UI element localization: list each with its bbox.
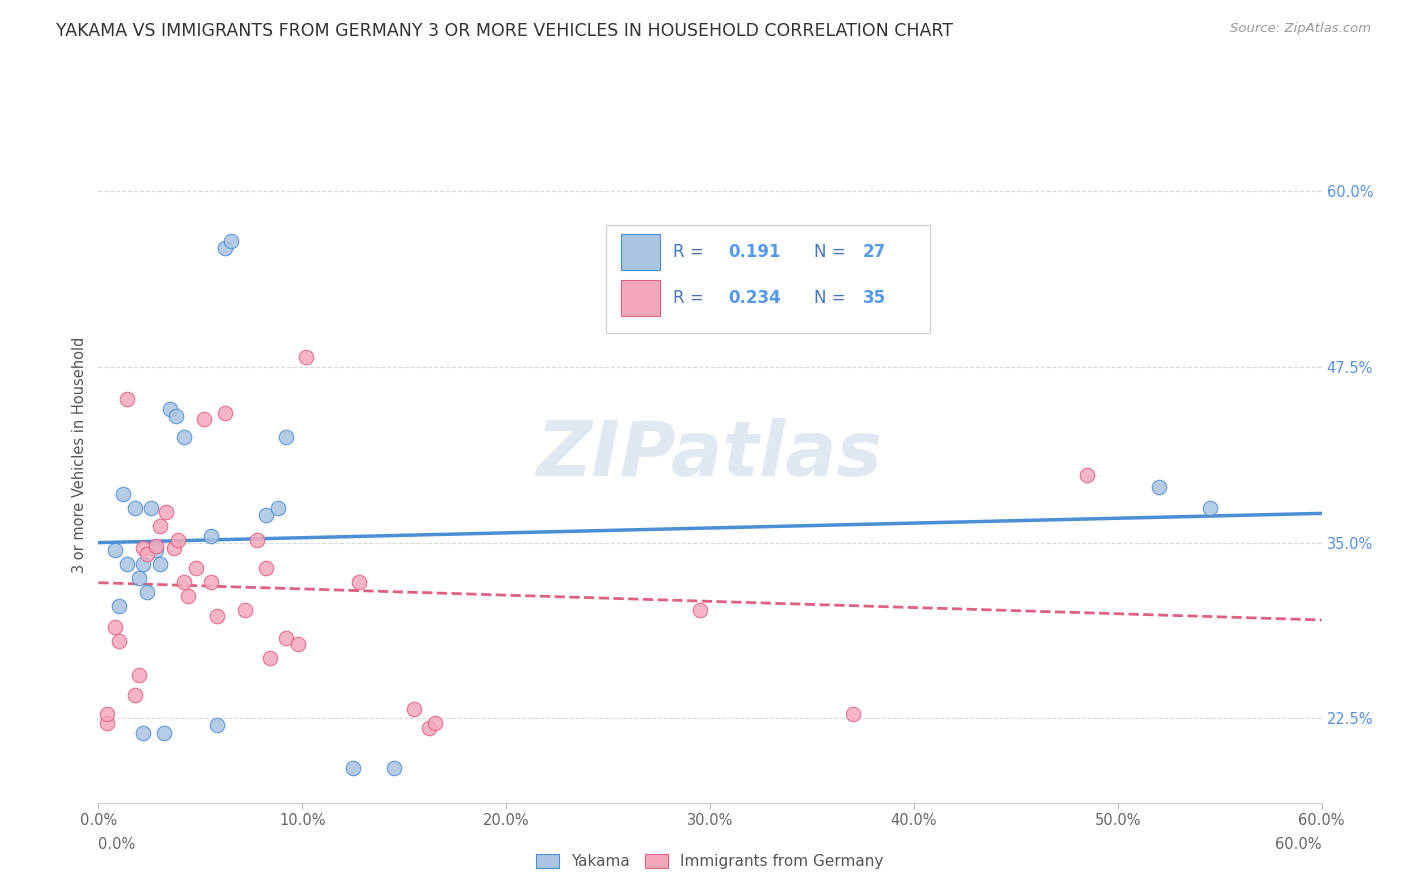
Point: [1198, 500, 1220, 515]
Point: [149, 519, 172, 533]
Text: 0.191: 0.191: [728, 243, 780, 260]
Point: [267, 500, 290, 515]
Point: [254, 508, 277, 522]
Text: 0.234: 0.234: [728, 289, 782, 308]
Point: [205, 608, 228, 623]
Point: [163, 541, 186, 556]
Point: [214, 407, 236, 421]
Point: [404, 701, 426, 715]
Point: [132, 557, 155, 571]
FancyBboxPatch shape: [620, 280, 659, 317]
Text: N =: N =: [814, 243, 845, 260]
Point: [254, 561, 277, 575]
Point: [128, 668, 150, 682]
Point: [423, 715, 446, 730]
Point: [689, 603, 711, 617]
Point: [124, 500, 146, 515]
Point: [96, 707, 118, 722]
Point: [173, 430, 195, 444]
Point: [136, 547, 159, 561]
FancyBboxPatch shape: [620, 234, 659, 270]
Text: 27: 27: [863, 243, 886, 260]
Point: [96, 715, 118, 730]
Point: [841, 707, 863, 722]
Point: [233, 603, 256, 617]
Point: [205, 718, 228, 732]
FancyBboxPatch shape: [606, 226, 931, 334]
Point: [111, 486, 134, 500]
Y-axis label: 3 or more Vehicles in Household: 3 or more Vehicles in Household: [72, 337, 87, 573]
Point: [104, 620, 127, 634]
Point: [115, 392, 138, 407]
Point: [214, 241, 236, 255]
Point: [219, 234, 242, 248]
Text: N =: N =: [814, 289, 845, 308]
Legend: Yakama, Immigrants from Germany: Yakama, Immigrants from Germany: [530, 847, 890, 875]
Text: 35: 35: [863, 289, 886, 308]
Point: [193, 412, 215, 426]
Text: YAKAMA VS IMMIGRANTS FROM GERMANY 3 OR MORE VEHICLES IN HOUSEHOLD CORRELATION CH: YAKAMA VS IMMIGRANTS FROM GERMANY 3 OR M…: [56, 22, 953, 40]
Point: [136, 585, 159, 599]
Point: [200, 529, 222, 543]
Point: [145, 542, 167, 557]
Text: ZIPatlas: ZIPatlas: [537, 418, 883, 491]
Point: [1147, 479, 1170, 493]
Point: [108, 634, 131, 648]
Point: [274, 430, 297, 444]
Point: [141, 500, 163, 515]
Point: [167, 533, 190, 547]
Point: [173, 575, 195, 590]
Point: [145, 539, 167, 553]
Point: [295, 350, 318, 364]
Point: [115, 557, 138, 571]
Point: [104, 542, 127, 557]
Text: 0.0%: 0.0%: [98, 837, 135, 852]
Point: [159, 402, 181, 417]
Point: [132, 541, 155, 556]
Point: [349, 575, 371, 590]
Point: [177, 589, 200, 603]
Text: R =: R =: [673, 289, 704, 308]
Text: Source: ZipAtlas.com: Source: ZipAtlas.com: [1230, 22, 1371, 36]
Point: [287, 637, 309, 651]
Point: [132, 725, 155, 739]
Point: [342, 761, 364, 775]
Point: [124, 688, 146, 702]
Point: [1076, 468, 1098, 483]
Point: [382, 761, 405, 775]
Point: [152, 725, 174, 739]
Point: [165, 409, 187, 424]
Point: [128, 571, 150, 585]
Point: [155, 505, 177, 519]
Point: [200, 575, 222, 590]
Point: [186, 561, 208, 575]
Point: [274, 632, 297, 646]
Point: [246, 533, 269, 547]
Point: [418, 721, 440, 735]
Point: [149, 557, 172, 571]
Point: [259, 651, 281, 665]
Text: 60.0%: 60.0%: [1275, 837, 1322, 852]
Text: R =: R =: [673, 243, 704, 260]
Point: [108, 599, 131, 613]
